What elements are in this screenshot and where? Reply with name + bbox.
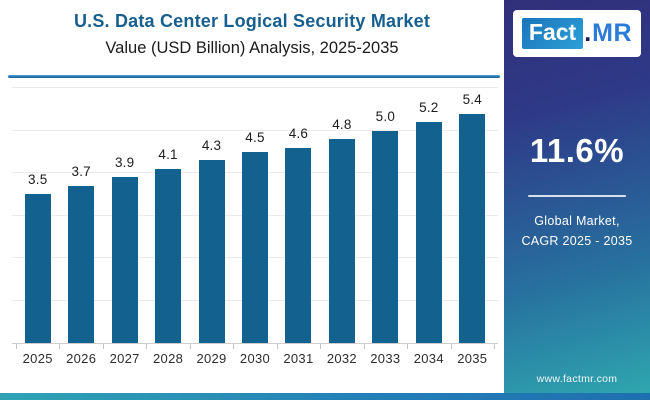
x-axis-tick [363, 344, 365, 349]
bar-value-label: 3.9 [114, 155, 135, 171]
logo-dot: . [584, 19, 592, 47]
bar [198, 160, 225, 343]
bar [285, 147, 312, 343]
x-axis-tick [59, 344, 61, 349]
page-subtitle: Value (USD Billion) Analysis, 2025-2035 [105, 39, 399, 57]
bar-value-label: 5.4 [462, 91, 482, 107]
logo-fact-text: Fact [521, 18, 584, 49]
x-axis-line [12, 343, 498, 344]
bar [459, 113, 486, 343]
x-axis-label: 2033 [370, 351, 401, 366]
bar-value-label: 4.8 [332, 117, 352, 132]
bar-value-label: 4.3 [201, 138, 222, 154]
x-axis-tick [16, 344, 17, 349]
bars-row: 3.5 3.7 3.9 4.1 4.3 4.5 4.6 4.8 5.0 5.2 5.4 [16, 88, 494, 343]
x-axis-tick [102, 344, 104, 349]
bar-value-label: 4.5 [245, 129, 265, 145]
x-axis-labels: 2025 2026 2027 2028 2029 2030 2031 2032 2033 2034… [16, 351, 494, 366]
x-axis-tick [146, 344, 148, 349]
bar [241, 151, 268, 343]
sidebar-divider [528, 195, 626, 197]
bar-column: 5.2 [407, 88, 450, 343]
bar [68, 185, 95, 343]
x-axis-label: 2029 [196, 351, 227, 366]
x-axis-label: 2035 [457, 351, 488, 366]
bar-value-label: 5.0 [375, 108, 396, 124]
bar-value-label: 5.2 [419, 100, 439, 115]
x-axis-label: 2030 [239, 351, 271, 366]
gridline [12, 87, 498, 88]
bar-column: 3.7 [59, 88, 102, 343]
factmr-logo: Fact . MR [513, 10, 641, 57]
bar [111, 177, 138, 343]
bar-value-label: 3.5 [28, 172, 48, 188]
bottom-accent-strip [0, 393, 650, 400]
bar [328, 139, 355, 343]
x-axis-label: 2028 [153, 351, 184, 366]
website-url: www.factmr.com [536, 373, 618, 385]
x-axis-tick [407, 344, 409, 349]
cagr-value: 11.6% [529, 132, 625, 169]
x-axis-tick [189, 344, 191, 349]
bar-column: 3.5 [16, 88, 59, 343]
bar-value-label: 4.1 [158, 146, 178, 162]
bar-column: 3.9 [103, 88, 146, 343]
bar [372, 130, 399, 343]
x-axis-label: 2031 [283, 351, 314, 366]
bar-column: 5.4 [451, 88, 494, 343]
bar-value-label: 4.6 [288, 125, 309, 141]
gridline [12, 129, 498, 131]
bar [24, 194, 51, 343]
cagr-label-line2: CAGR 2025 - 2035 [521, 234, 633, 248]
x-axis-label: 2032 [326, 351, 357, 366]
bar [415, 122, 442, 343]
bar-column: 4.6 [277, 88, 320, 343]
x-axis-tick [320, 344, 322, 349]
x-axis-label: 2034 [413, 351, 444, 366]
bar-chart: 3.5 3.7 3.9 4.1 4.3 4.5 4.6 4.8 5.0 5.2 5.4 2025 20… [12, 87, 498, 378]
bar-column: 4.8 [320, 88, 363, 343]
chart-panel: U.S. Data Center Logical Security Market… [8, 11, 500, 378]
logo-mr-text: MR [592, 19, 633, 47]
x-axis-label: 2025 [22, 351, 53, 366]
x-axis-tick [276, 344, 278, 349]
sidebar: Fact . MR 11.6% Global Market, CAGR 2025… [504, 0, 650, 400]
title-divider [8, 75, 500, 78]
bar-value-label: 3.7 [71, 163, 91, 179]
x-axis-label: 2027 [109, 351, 140, 366]
x-axis-tick [233, 344, 235, 349]
x-axis-tick [450, 344, 452, 349]
plot-area: 3.5 3.7 3.9 4.1 4.3 4.5 4.6 4.8 5.0 5.2 5.4 [12, 87, 498, 343]
bar-column: 5.0 [364, 88, 407, 343]
cagr-label-line1: Global Market, [534, 214, 620, 228]
page-title: U.S. Data Center Logical Security Market [73, 11, 431, 31]
bar [155, 168, 182, 343]
bar-column: 4.5 [233, 88, 276, 343]
x-axis-label: 2026 [66, 351, 97, 366]
cagr-label: Global Market, CAGR 2025 - 2035 [504, 211, 650, 251]
x-axis-tick [494, 344, 495, 349]
bar-column: 4.1 [146, 88, 189, 343]
bar-column: 4.3 [190, 88, 233, 343]
